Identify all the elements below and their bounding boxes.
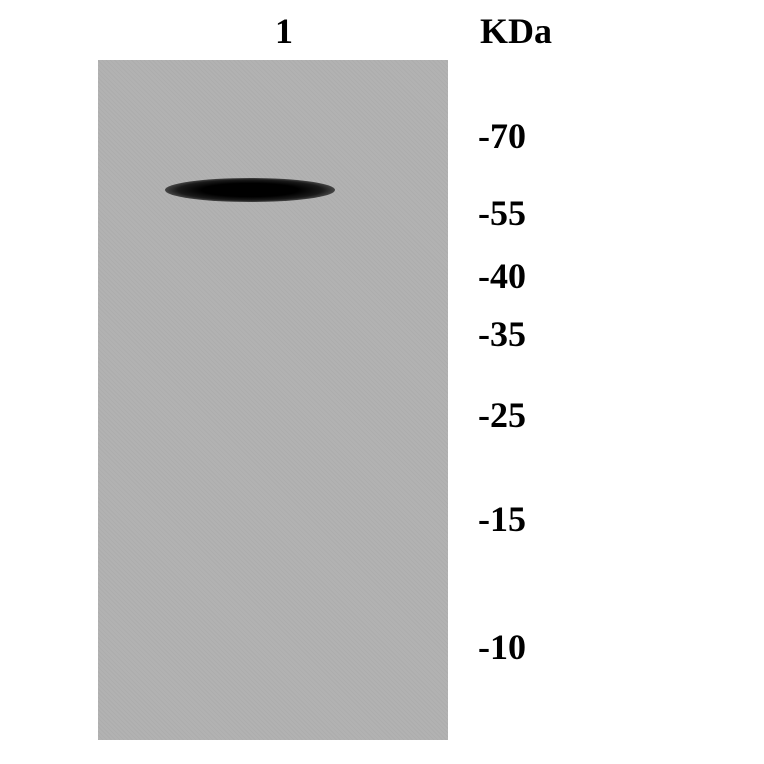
kda-unit-label: KDa [480,10,552,52]
lane-noise-texture [98,60,448,740]
lane-number-label: 1 [275,10,293,52]
marker-55: -55 [478,192,526,234]
marker-25: -25 [478,394,526,436]
western-blot-figure: 1 KDa -70 -55 -40 -35 -25 -15 -10 [0,0,764,764]
marker-10: -10 [478,626,526,668]
blot-lane [98,60,448,740]
marker-40: -40 [478,255,526,297]
protein-band [165,178,335,202]
marker-15: -15 [478,498,526,540]
marker-35: -35 [478,313,526,355]
marker-70: -70 [478,115,526,157]
